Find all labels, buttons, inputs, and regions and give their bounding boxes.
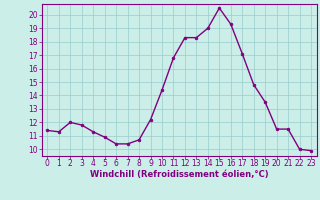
X-axis label: Windchill (Refroidissement éolien,°C): Windchill (Refroidissement éolien,°C) — [90, 170, 268, 179]
